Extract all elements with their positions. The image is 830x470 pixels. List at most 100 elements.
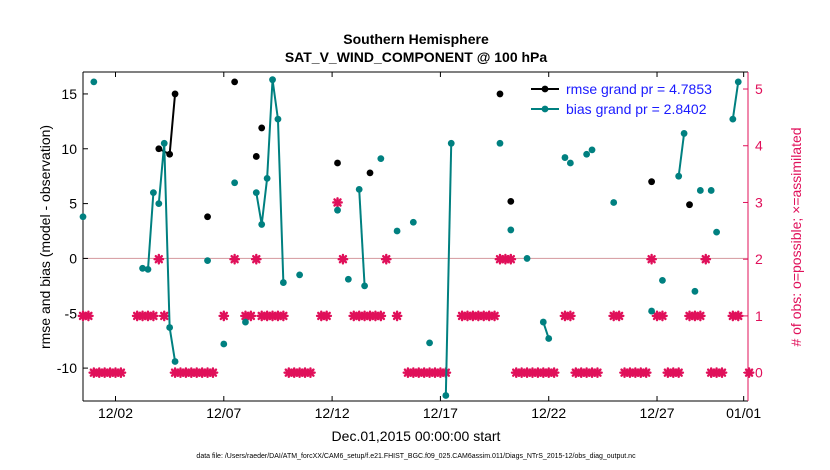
x-tick-label: 12/12: [315, 405, 350, 421]
bias-data-point: [691, 287, 699, 295]
obs-count-marker-stroke: [246, 311, 256, 321]
bias-data-point: [279, 279, 287, 286]
x-tick-label: 12/17: [423, 405, 458, 421]
bias-data-point: [496, 139, 504, 147]
obs-count-marker: [743, 367, 755, 379]
legend-swatch-marker: [541, 85, 549, 93]
bias-data-point: [377, 155, 385, 163]
bias-data-point: [361, 282, 368, 290]
chart-title: Southern Hemisphere: [343, 31, 489, 47]
obs-count-marker-stroke: [382, 254, 391, 264]
obs-count-marker: [83, 310, 94, 322]
obs-count-marker-stroke: [160, 311, 169, 321]
bias-data-point: [139, 264, 146, 272]
obs-count-marker: [153, 253, 165, 265]
bias-data-point: [442, 392, 450, 399]
obs-count-marker-stroke: [338, 254, 348, 264]
bias-data-point: [610, 199, 618, 206]
obs-count-marker-stroke: [549, 368, 559, 377]
obs-count-marker: [375, 310, 387, 322]
bias-data-point: [252, 189, 260, 197]
obs-count-marker-stroke: [208, 368, 218, 377]
bias-data-point: [539, 318, 547, 326]
obs-count-marker-stroke: [647, 254, 656, 264]
obs-count-marker: [548, 367, 560, 379]
obs-count-marker: [158, 310, 170, 322]
y-tick-label: 0: [69, 250, 77, 266]
obs-count-marker: [646, 253, 658, 265]
obs-count-marker-stroke: [84, 311, 93, 321]
obs-count-marker: [115, 367, 127, 379]
bias-data-point: [144, 266, 152, 273]
bias-data-point: [166, 324, 174, 331]
obs-count-marker-stroke: [376, 311, 386, 321]
bias-data-point: [566, 159, 574, 167]
bias-series-line: [731, 81, 740, 120]
obs-count-marker-stroke: [701, 254, 710, 264]
obs-count-marker-stroke: [717, 368, 727, 377]
bias-data-point: [523, 255, 531, 262]
rmse-data-point: [155, 145, 163, 153]
bias-data-point: [447, 139, 455, 147]
obs-count-marker: [305, 367, 316, 379]
x-tick-label: 12/02: [98, 405, 133, 421]
obs-count-marker-stroke: [252, 254, 261, 264]
legend-entry-label: rmse grand pr = 4.7853: [566, 81, 712, 97]
obs-count-marker-stroke: [490, 311, 499, 321]
bias-data-point: [204, 257, 211, 265]
rmse-data-point: [171, 90, 179, 98]
bias-data-point: [561, 154, 569, 161]
bias-data-point: [588, 146, 596, 154]
bias-data-point: [707, 187, 715, 194]
bias-data-point: [334, 206, 341, 214]
y-axis-label: rmse and bias (model - observation): [37, 125, 53, 349]
bias-data-point: [583, 150, 591, 158]
bias-data-point: [269, 76, 276, 84]
chart-subtitle: SAT_V_WIND_COMPONENT @ 100 hPa: [285, 49, 548, 65]
y-right-tick-label: 5: [755, 81, 763, 97]
x-tick-label: 12/27: [639, 405, 674, 421]
y-right-tick-label: 3: [755, 194, 763, 210]
bias-data-point: [545, 335, 553, 342]
bias-data-point: [659, 276, 666, 284]
y-tick-label: 15: [61, 86, 77, 102]
obs-count-marker-stroke: [116, 368, 126, 377]
obs-count-marker-stroke: [392, 311, 402, 321]
bias-data-point: [409, 218, 417, 226]
obs-count-marker-stroke: [566, 311, 575, 321]
x-axis-label: Dec.01,2015 00:00:00 start: [332, 428, 501, 444]
bias-series-line: [157, 143, 177, 362]
obs-count-marker-stroke: [306, 368, 315, 377]
obs-count-marker-stroke: [734, 311, 743, 321]
bias-data-point: [79, 213, 87, 221]
bias-data-point: [355, 185, 363, 193]
bias-data-point: [696, 187, 704, 194]
obs-count-marker: [321, 310, 333, 322]
rmse-data-point: [686, 201, 693, 209]
obs-count-marker-stroke: [154, 254, 164, 264]
obs-count-marker: [564, 310, 576, 322]
bias-series-line: [677, 133, 686, 177]
rmse-data-point: [366, 169, 374, 177]
rmse-data-point: [507, 198, 515, 205]
legend-entry-label: bias grand pr = 2.8402: [566, 101, 707, 117]
bias-data-point: [344, 275, 352, 283]
obs-count-marker-stroke: [658, 311, 667, 321]
bias-data-point: [155, 200, 163, 208]
obs-count-marker-stroke: [333, 198, 342, 207]
plot-area: 12/02 12/07 12/12 12/17 12/22 12/27 01/0115105…: [57, 71, 763, 421]
bias-data-point: [258, 221, 266, 228]
rmse-data-point: [231, 78, 239, 86]
x-tick-label: 12/22: [531, 405, 566, 421]
bias-data-point: [648, 307, 656, 315]
obs-count-marker: [489, 310, 500, 322]
bias-data-point: [90, 78, 98, 86]
bias-data-point: [171, 358, 179, 365]
rmse-data-point: [166, 150, 174, 158]
bias-data-point: [149, 189, 157, 197]
bias-data-point: [729, 115, 737, 123]
obs-count-marker: [207, 367, 219, 379]
obs-count-marker: [613, 310, 625, 322]
bias-series-line: [444, 143, 453, 396]
obs-count-marker: [380, 253, 392, 265]
